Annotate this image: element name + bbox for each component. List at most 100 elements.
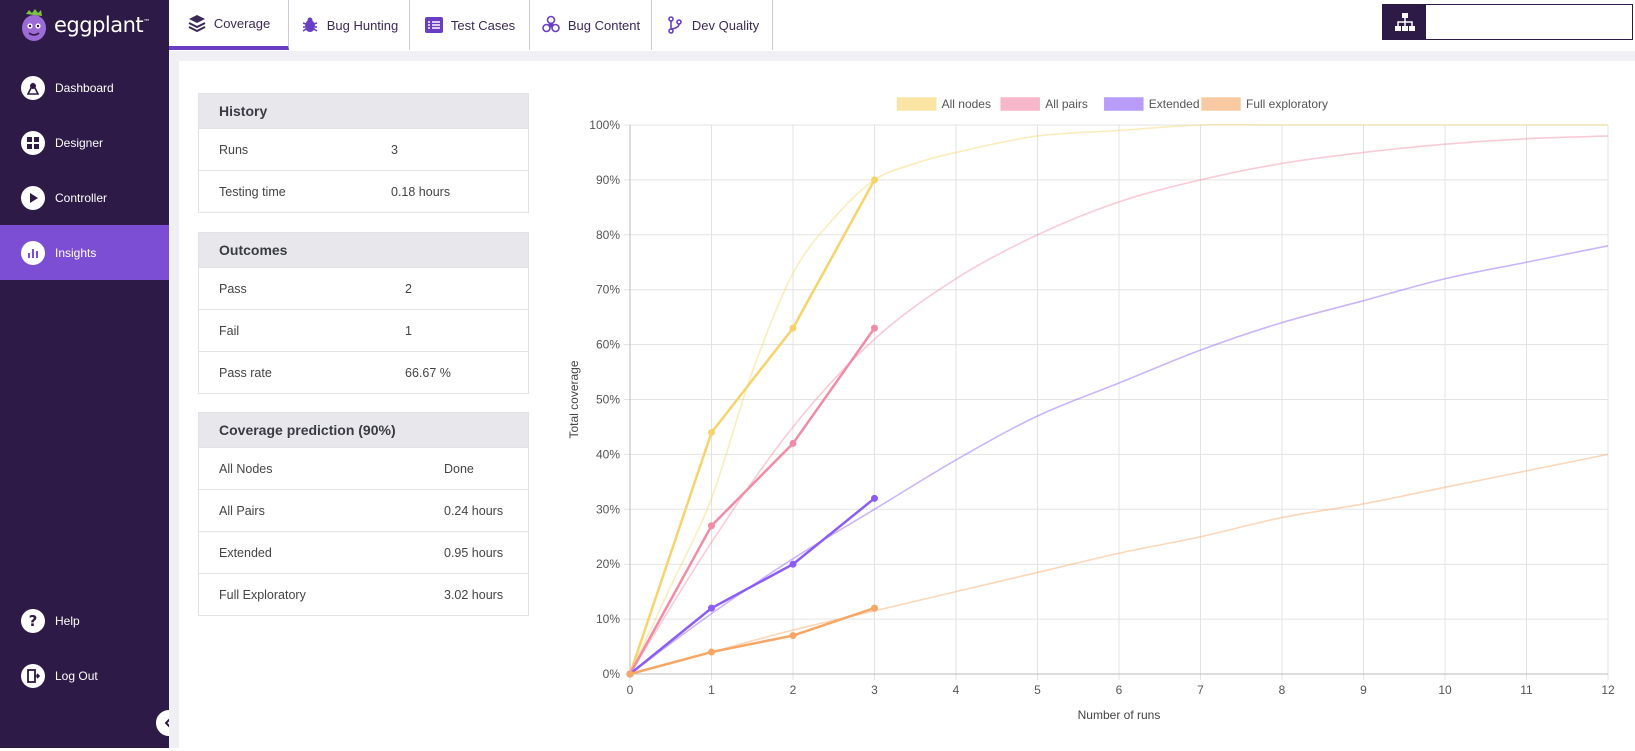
prediction-line bbox=[629, 453, 1609, 675]
row-label: All Pairs bbox=[219, 503, 265, 518]
series-line bbox=[629, 497, 876, 675]
model-input[interactable] bbox=[1426, 5, 1632, 39]
data-point bbox=[871, 176, 878, 184]
model-button[interactable] bbox=[1383, 5, 1426, 39]
row-label: Runs bbox=[219, 142, 249, 157]
row-label: Testing time bbox=[219, 184, 286, 199]
data-point bbox=[871, 494, 878, 502]
layers-icon bbox=[187, 13, 207, 33]
legend-swatch bbox=[896, 97, 937, 111]
table-row: Pass rate 66.67 % bbox=[199, 351, 528, 393]
x-tick-label: 6 bbox=[1116, 683, 1123, 697]
legend-label: Full exploratory bbox=[1246, 97, 1328, 111]
data-point bbox=[708, 522, 715, 530]
table-row: Runs 3 bbox=[199, 128, 528, 170]
tab-label: Bug Content bbox=[567, 17, 641, 33]
x-tick-label: 12 bbox=[1601, 683, 1615, 697]
sidebar-item-insights[interactable]: Insights bbox=[0, 225, 169, 280]
x-tick-label: 2 bbox=[790, 683, 797, 697]
table-row: Fail 1 bbox=[199, 309, 528, 351]
x-tick-label: 4 bbox=[953, 683, 960, 697]
tab-coverage[interactable]: Coverage bbox=[169, 0, 289, 50]
sidebar-item-label: Dashboard bbox=[55, 80, 114, 95]
panel-title: Coverage prediction (90%) bbox=[199, 413, 528, 447]
list-icon bbox=[424, 15, 444, 35]
data-point bbox=[871, 324, 878, 332]
sidebar-item-logout[interactable]: Log Out bbox=[0, 648, 169, 703]
row-label: Fail bbox=[219, 323, 240, 338]
sidebar-item-label: Insights bbox=[55, 245, 97, 260]
y-axis-label: Total coverage bbox=[567, 360, 581, 438]
sitemap-icon bbox=[1394, 13, 1415, 31]
tab-label: Test Cases bbox=[450, 17, 516, 33]
x-tick-label: 5 bbox=[1034, 683, 1041, 697]
logo-text: eggplant bbox=[54, 13, 144, 37]
row-value: 3.02 hours bbox=[444, 587, 504, 602]
x-tick-label: 7 bbox=[1197, 683, 1204, 697]
branch-icon bbox=[665, 15, 685, 35]
designer-icon bbox=[21, 130, 45, 155]
y-tick-label: 80% bbox=[596, 228, 620, 242]
series-line bbox=[628, 179, 876, 675]
tab-label: Dev Quality bbox=[691, 17, 760, 33]
y-tick-label: 100% bbox=[589, 118, 620, 132]
series-line bbox=[629, 606, 875, 676]
outcomes-panel: Outcomes Pass 2 Fail 1 Pass rate 66.67 % bbox=[198, 232, 529, 394]
model-selector[interactable] bbox=[1382, 4, 1633, 40]
row-value: 3 bbox=[391, 142, 398, 157]
tab-test-cases[interactable]: Test Cases bbox=[410, 0, 530, 50]
sidebar-item-help[interactable]: ? Help bbox=[0, 593, 169, 648]
y-tick-label: 40% bbox=[596, 447, 620, 461]
tab-label: Coverage bbox=[213, 15, 271, 31]
insights-icon bbox=[21, 240, 45, 265]
top-tab-bar: Coverage Bug Hunting Test Cases Bug Cont… bbox=[169, 0, 1635, 52]
row-value: 2 bbox=[405, 281, 412, 296]
sidebar-item-designer[interactable]: Designer bbox=[0, 115, 169, 170]
legend-label: All pairs bbox=[1045, 97, 1088, 111]
legend-swatch bbox=[1000, 97, 1040, 111]
row-label: Full Exploratory bbox=[219, 587, 306, 602]
row-label: Extended bbox=[219, 545, 272, 560]
data-point bbox=[789, 560, 797, 568]
help-icon: ? bbox=[21, 608, 45, 633]
y-tick-label: 90% bbox=[596, 173, 620, 187]
coverage-chart: 0 1 2 3 4 5 6 7 8 9 10 11 120%10%20%30%40%50%60%70%8… bbox=[567, 97, 1615, 722]
x-tick-label: 3 bbox=[871, 683, 878, 697]
tab-bug-hunting[interactable]: Bug Hunting bbox=[289, 0, 410, 50]
y-tick-label: 30% bbox=[596, 502, 620, 516]
series-line bbox=[628, 327, 876, 675]
biohazard-icon bbox=[541, 15, 561, 35]
y-tick-label: 0% bbox=[603, 667, 621, 681]
sidebar-item-dashboard[interactable]: Dashboard bbox=[0, 60, 169, 115]
y-tick-label: 10% bbox=[596, 612, 620, 626]
table-row: Pass 2 bbox=[199, 267, 528, 309]
prediction-line bbox=[629, 123, 1608, 675]
sidebar-item-label: Log Out bbox=[55, 668, 98, 683]
sidebar-item-controller[interactable]: Controller bbox=[0, 170, 169, 225]
eggplant-logo-icon bbox=[22, 9, 46, 41]
logout-icon bbox=[21, 663, 45, 688]
history-panel: History Runs 3 Testing time 0.18 hours bbox=[198, 93, 529, 213]
x-tick-label: 9 bbox=[1360, 683, 1367, 697]
coverage-card bbox=[179, 61, 1635, 751]
coverage-prediction-panel: Coverage prediction (90%) All Nodes Done… bbox=[198, 412, 529, 616]
panel-title: Outcomes bbox=[199, 233, 528, 267]
data-point bbox=[789, 439, 797, 447]
row-label: Pass rate bbox=[219, 365, 272, 380]
row-value: 0.18 hours bbox=[391, 184, 451, 199]
legend-swatch bbox=[1201, 97, 1241, 111]
eggplant-logo[interactable]: eggplant ™ bbox=[18, 8, 150, 42]
data-point bbox=[626, 670, 634, 678]
x-tick-label: 11 bbox=[1520, 683, 1533, 697]
data-point bbox=[789, 324, 797, 332]
x-tick-label: 0 bbox=[627, 683, 634, 697]
y-tick-label: 70% bbox=[596, 283, 620, 297]
x-axis-label: Number of runs bbox=[1078, 708, 1161, 722]
row-value: 66.67 % bbox=[405, 365, 451, 380]
table-row: All Nodes Done bbox=[199, 447, 528, 489]
tab-dev-quality[interactable]: Dev Quality bbox=[652, 0, 773, 50]
data-point bbox=[871, 604, 878, 612]
panel-title: History bbox=[199, 94, 528, 128]
dashboard-icon bbox=[21, 75, 45, 100]
tab-bug-content[interactable]: Bug Content bbox=[530, 0, 652, 50]
